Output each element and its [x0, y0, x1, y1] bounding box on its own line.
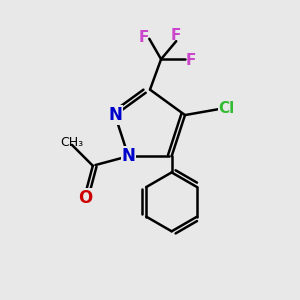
Text: F: F [171, 28, 181, 43]
Text: CH₃: CH₃ [60, 136, 84, 149]
Text: N: N [108, 106, 122, 124]
Text: N: N [122, 147, 135, 165]
Text: Cl: Cl [218, 101, 235, 116]
Text: F: F [186, 53, 196, 68]
Text: O: O [78, 189, 92, 207]
Text: F: F [139, 30, 149, 45]
